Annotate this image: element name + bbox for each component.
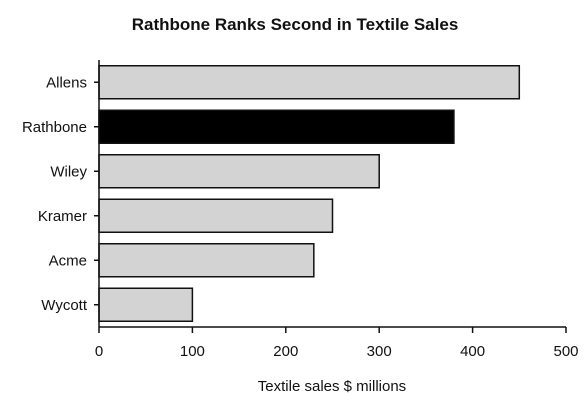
x-tick-label: 400 (460, 343, 485, 360)
category-label-kramer: Kramer (38, 208, 87, 225)
x-tick-label: 200 (273, 343, 298, 360)
bar-wiley (98, 154, 380, 189)
x-tick-labels: 0 100 200 300 400 500 (95, 327, 579, 360)
category-label-wiley: Wiley (50, 163, 87, 180)
x-tick-label: 100 (180, 343, 205, 360)
x-tick-label: 300 (367, 343, 392, 360)
bar-acme (98, 243, 315, 278)
category-label-rathbone: Rathbone (22, 119, 87, 136)
x-tick-label: 500 (553, 343, 578, 360)
bar-wycott (98, 287, 194, 322)
x-tick-label: 0 (95, 343, 103, 360)
bar-rathbone (98, 109, 455, 144)
bar-kramer (98, 198, 334, 233)
category-label-acme: Acme (49, 252, 87, 269)
chart-title: Rathbone Ranks Second in Textile Sales (132, 15, 459, 34)
category-label-wycott: Wycott (41, 297, 88, 314)
category-label-allens: Allens (46, 74, 87, 91)
category-labels: Allens Rathbone Wiley Kramer Acme Wycott (22, 74, 99, 314)
x-axis-label: Textile sales $ millions (258, 378, 406, 395)
bars-group (98, 65, 521, 322)
bar-allens (98, 65, 521, 100)
